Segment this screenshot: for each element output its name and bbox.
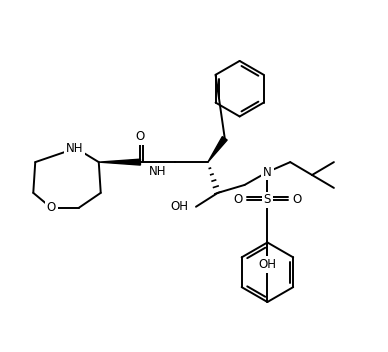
- Text: N: N: [263, 165, 272, 178]
- Text: OH: OH: [258, 258, 276, 271]
- Text: NH: NH: [66, 142, 84, 155]
- Text: OH: OH: [170, 200, 188, 213]
- Polygon shape: [208, 137, 227, 162]
- Text: NH: NH: [149, 164, 166, 177]
- Text: O: O: [47, 201, 56, 214]
- Text: S: S: [264, 193, 271, 206]
- Text: O: O: [293, 193, 302, 206]
- Text: O: O: [233, 193, 242, 206]
- Text: O: O: [136, 130, 145, 143]
- Polygon shape: [99, 159, 140, 165]
